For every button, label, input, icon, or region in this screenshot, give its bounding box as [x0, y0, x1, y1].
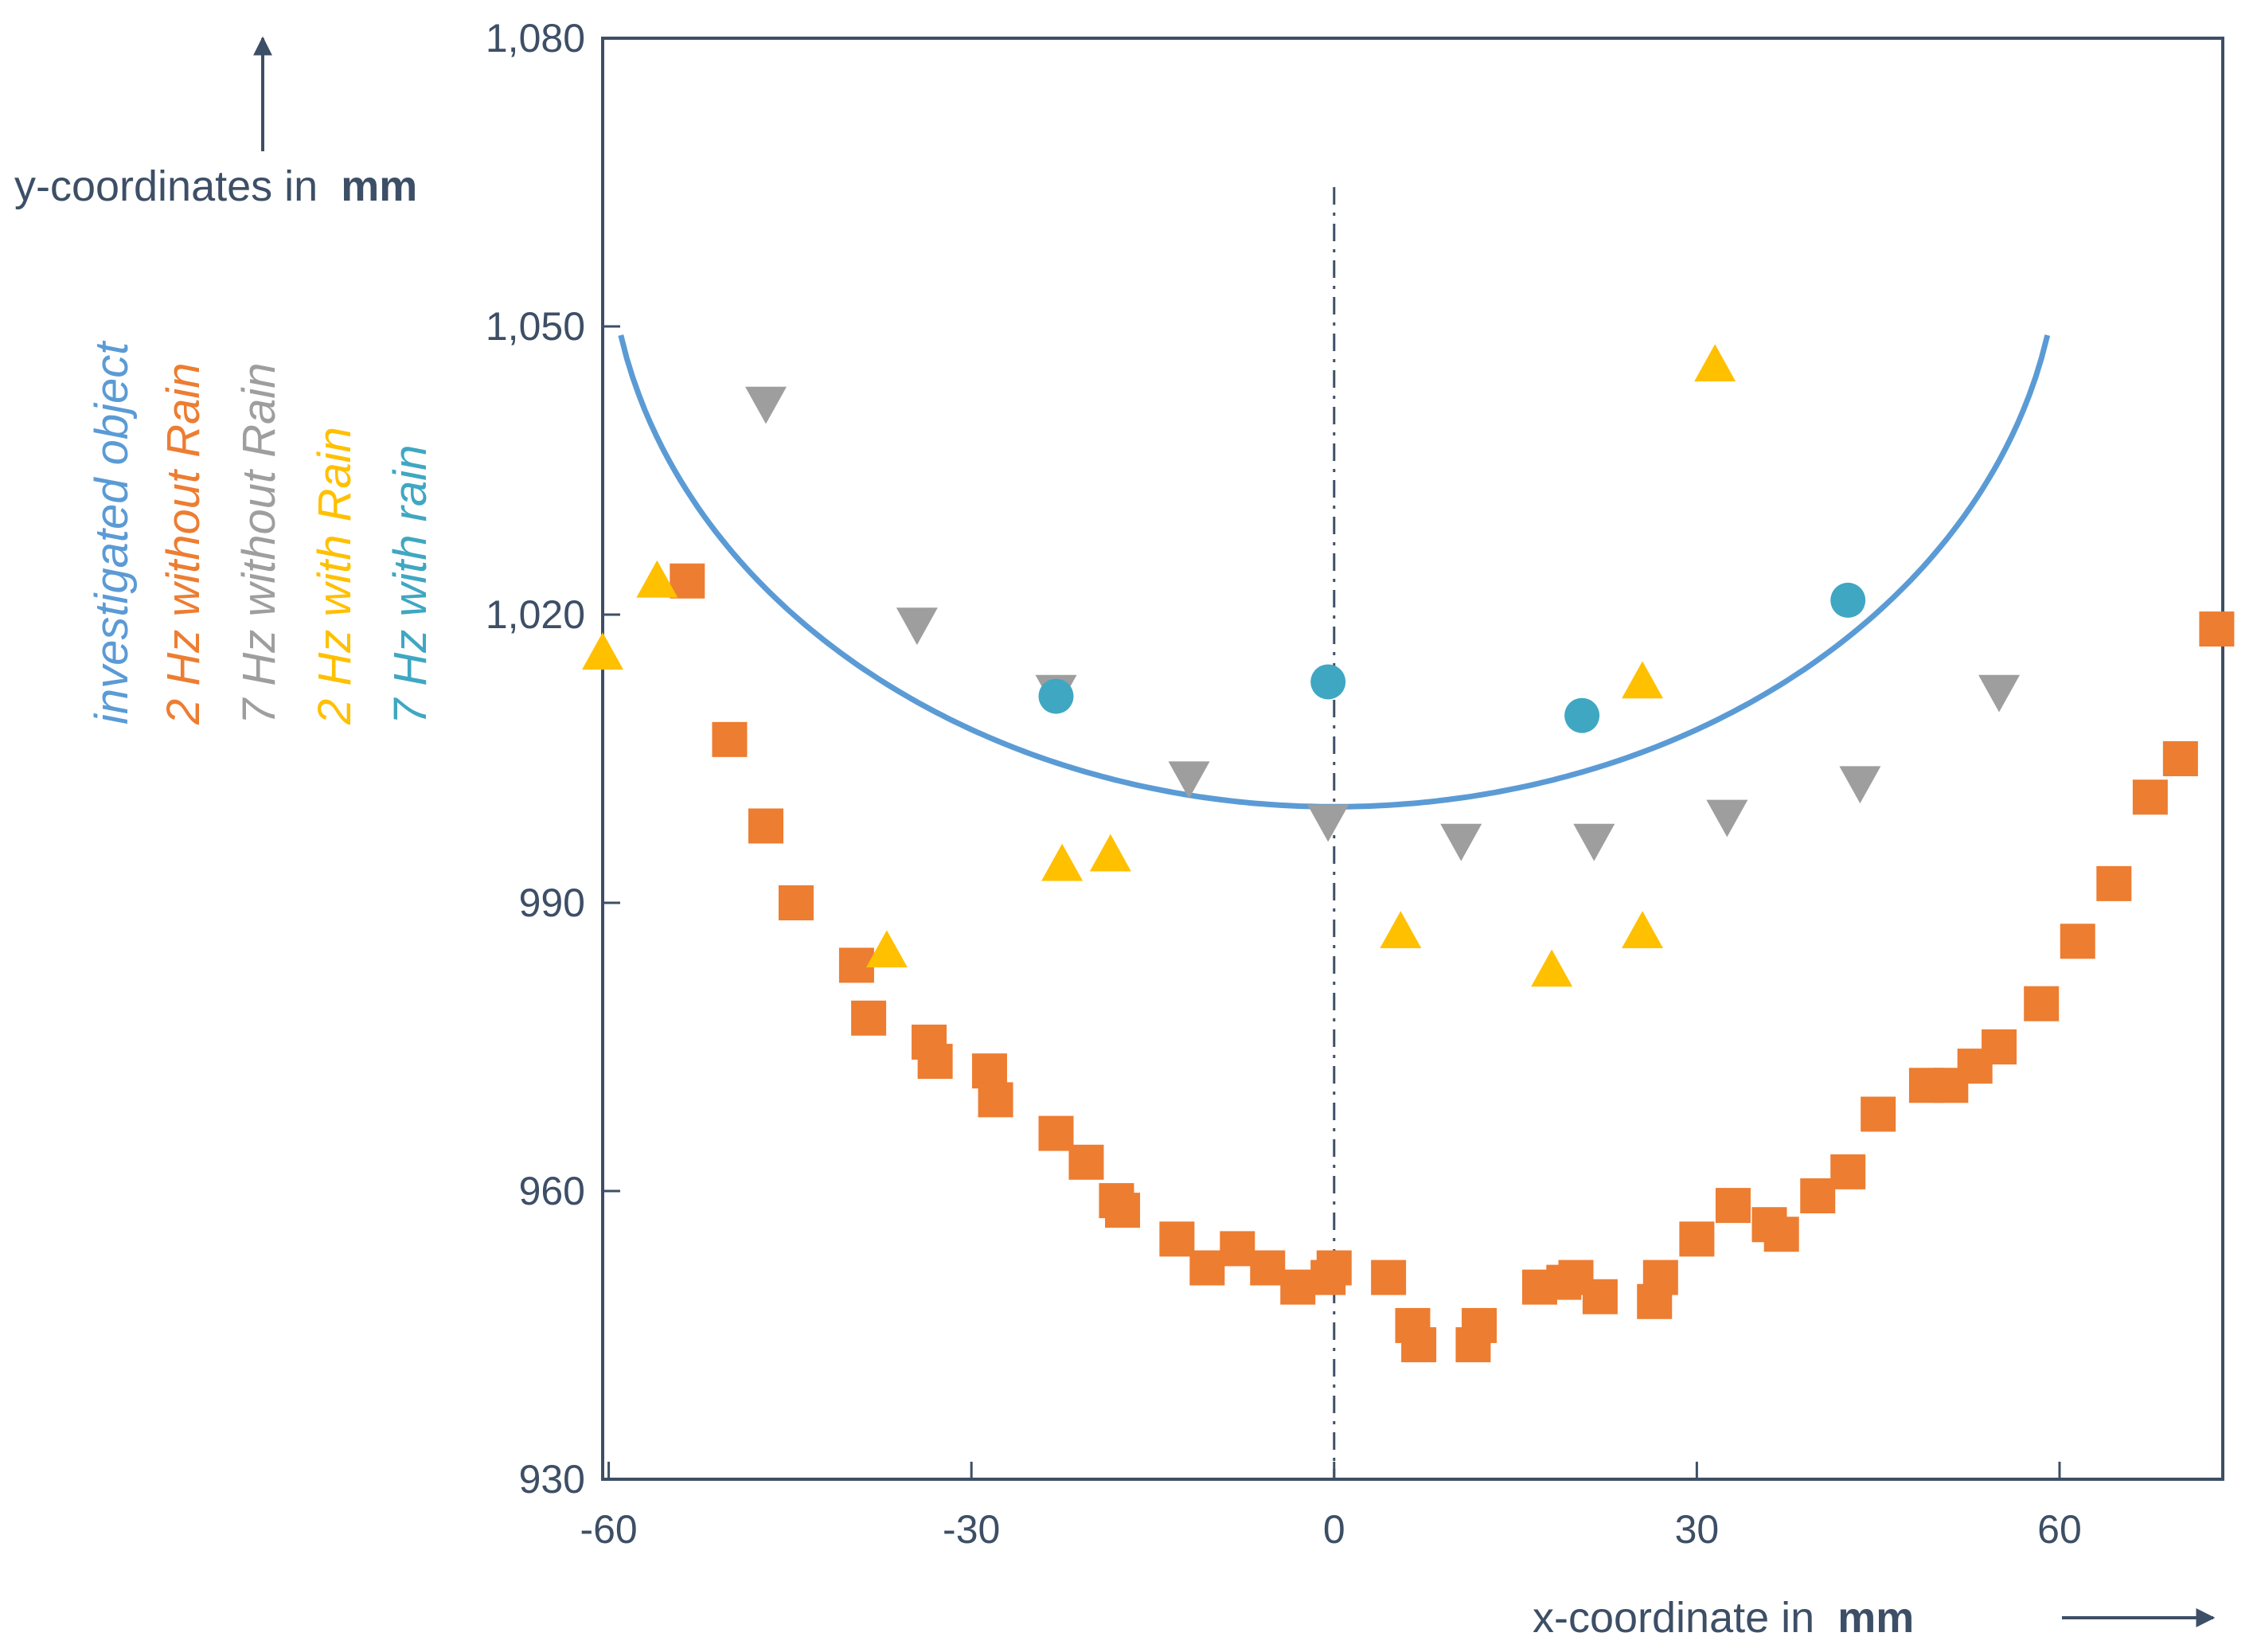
series-2-hz-with-rain — [582, 344, 1736, 987]
data-point-square — [1830, 1154, 1866, 1189]
y-axis-title: y-coordinates in mm — [14, 162, 417, 210]
plot-frame — [601, 37, 2224, 1481]
y-tick-label: 1,080 — [486, 16, 585, 61]
x-tick-label: -30 — [943, 1507, 1000, 1552]
data-point-triangle-up — [1089, 834, 1131, 872]
series-2-hz-without-rain — [670, 563, 2235, 1363]
x-axis-title-text: x-coordinate in — [1533, 1594, 1814, 1642]
data-point-circle — [1310, 664, 1346, 700]
legend: investigated object 2 Hz without Rain 7 Hz… — [86, 340, 436, 725]
data-point-circle — [1038, 678, 1074, 714]
data-point-circle — [1564, 697, 1600, 733]
y-tick-label: 960 — [519, 1169, 585, 1213]
series-7-hz-with-rain — [1038, 582, 1866, 733]
data-point-circle — [1830, 582, 1866, 618]
data-point-square — [1715, 1188, 1751, 1224]
series-7-hz-without-rain — [745, 386, 2021, 861]
y-axis-title-text: y-coordinates in — [14, 162, 318, 210]
data-point-square — [1763, 1217, 1799, 1252]
data-point-square — [2162, 741, 2198, 776]
data-point-square — [1800, 1178, 1836, 1214]
data-point-square — [1105, 1193, 1141, 1228]
data-point-triangle-up — [636, 560, 678, 598]
data-point-triangle-down — [1440, 823, 1482, 861]
x-tick-label: 0 — [1323, 1507, 1345, 1552]
data-point-triangle-down — [745, 386, 787, 424]
legend-item: investigated object — [86, 340, 138, 724]
data-point-square — [978, 1082, 1013, 1118]
data-point-square — [1038, 1115, 1074, 1151]
data-point-triangle-down — [1978, 674, 2021, 713]
data-point-square — [1159, 1221, 1195, 1257]
data-point-triangle-down — [1573, 823, 1615, 861]
data-point-triangle-up — [1380, 911, 1422, 948]
data-point-square — [1068, 1144, 1104, 1180]
data-point-triangle-down — [1168, 761, 1210, 799]
y-tick-label: 990 — [519, 881, 585, 925]
data-point-triangle-up — [865, 930, 908, 968]
data-point-triangle-up — [1622, 911, 1664, 948]
data-point-triangle-down — [1706, 799, 1748, 838]
data-point-square — [778, 885, 814, 920]
x-axis-title: x-coordinate in mm — [1533, 1594, 1914, 1642]
data-point-square — [1582, 1279, 1618, 1314]
y-axis-title-unit: mm — [341, 162, 417, 210]
data-point-triangle-up — [1622, 661, 1664, 699]
data-point-triangle-up — [1694, 344, 1736, 382]
legend-item: 7 Hz with rain — [385, 445, 436, 724]
data-point-square — [1861, 1096, 1896, 1132]
data-point-square — [851, 1000, 887, 1036]
data-point-square — [1250, 1250, 1286, 1286]
data-point-square — [2096, 865, 2132, 901]
data-point-square — [712, 721, 748, 757]
data-point-square — [1982, 1029, 2017, 1064]
data-point-square — [748, 808, 784, 844]
data-point-square — [670, 563, 705, 599]
data-point-square — [1280, 1269, 1316, 1305]
data-point-triangle-down — [1839, 766, 1881, 804]
data-point-square — [2060, 924, 2095, 959]
data-point-square — [1189, 1250, 1225, 1286]
data-point-square — [1401, 1327, 1437, 1363]
y-tick-label: 930 — [519, 1457, 585, 1502]
x-axis-ticks: -60 -30 0 30 60 — [580, 1462, 2082, 1552]
data-point-square — [917, 1044, 953, 1080]
data-point-square — [1642, 1260, 1678, 1295]
data-point-triangle-up — [1531, 949, 1573, 987]
legend-item: 2 Hz with Rain — [309, 427, 361, 725]
data-point-triangle-down — [1307, 804, 1349, 842]
data-point-triangle-up — [1041, 843, 1084, 881]
data-point-square — [2199, 611, 2235, 647]
data-point-square — [2132, 779, 2168, 815]
data-point-square — [1679, 1221, 1715, 1257]
y-tick-label: 1,050 — [486, 304, 585, 349]
data-point-triangle-down — [896, 607, 938, 646]
x-tick-label: 60 — [2037, 1507, 2082, 1552]
x-tick-label: 30 — [1675, 1507, 1720, 1552]
x-tick-label: -60 — [580, 1507, 637, 1552]
legend-item: 2 Hz without Rain — [158, 362, 209, 725]
investigated-object-curve — [618, 334, 2051, 810]
data-point-square — [1371, 1260, 1407, 1295]
x-axis-title-unit: mm — [1837, 1594, 1914, 1642]
series-layer — [582, 334, 2235, 1363]
data-point-square — [1462, 1307, 1498, 1343]
data-point-triangle-up — [582, 632, 623, 670]
data-point-square — [2024, 986, 2060, 1021]
y-axis-ticks: 930 960 990 1,020 1,050 1,080 — [486, 16, 620, 1502]
legend-item: 7 Hz without Rain — [233, 362, 285, 724]
data-point-square — [1220, 1231, 1255, 1267]
series-investigated-object — [618, 334, 2051, 810]
data-point-square — [1316, 1250, 1352, 1286]
y-tick-label: 1,020 — [486, 592, 585, 637]
